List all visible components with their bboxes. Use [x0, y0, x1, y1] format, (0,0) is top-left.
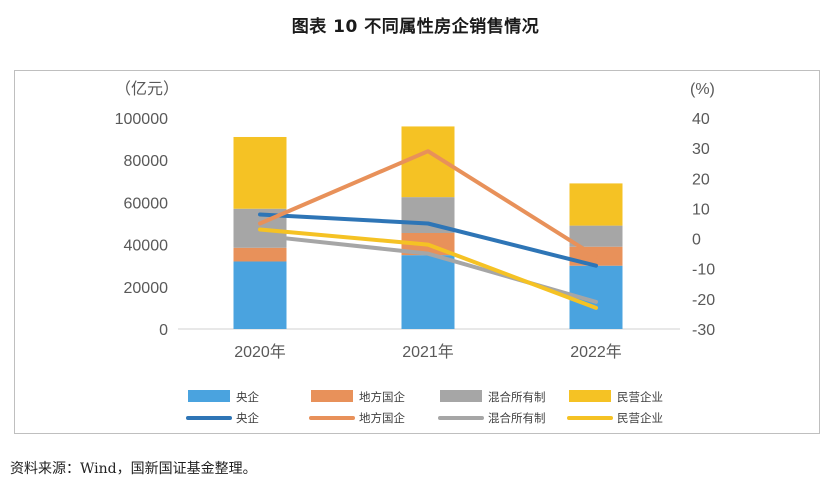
legend-bar-swatch: [569, 390, 611, 402]
x-tick-label: 2022年: [570, 343, 622, 361]
bar-segment-1: [401, 255, 455, 329]
right-tick-label: 40: [692, 111, 710, 128]
legend-bar-label: 地方国企: [359, 390, 405, 404]
left-axis-unit: （亿元）: [115, 80, 179, 98]
line-series-3: [258, 227, 598, 310]
line-series-1: [258, 149, 598, 259]
legend-bar-swatch: [188, 390, 230, 402]
bar-segment-0: [233, 247, 287, 262]
x-tick-label: 2021年: [402, 343, 454, 361]
legend-line-label: 央企: [236, 411, 259, 425]
right-tick-label: 30: [692, 141, 710, 158]
left-tick-label: 20000: [124, 280, 169, 297]
legend-bar-label: 民营企业: [617, 390, 663, 404]
bar-segment-0: [233, 261, 287, 329]
left-tick-label: 80000: [124, 153, 169, 170]
legend-line-label: 混合所有制: [488, 411, 546, 425]
legend-bar-label: 混合所有制: [488, 390, 546, 404]
left-tick-label: 0: [159, 322, 168, 339]
legend-bar-swatch: [440, 390, 482, 402]
right-tick-label: -20: [692, 292, 715, 309]
legend-line-label: 地方国企: [359, 411, 405, 425]
chart-title: 图表 10 不同属性房企销售情况: [291, 17, 540, 37]
right-axis-unit: (%): [690, 81, 715, 98]
bar-segment-2: [569, 225, 623, 247]
left-tick-label: 100000: [115, 111, 168, 128]
right-tick-label: -30: [692, 322, 715, 339]
left-tick-label: 60000: [124, 195, 169, 212]
bar-segment-0: [233, 136, 287, 209]
legend-bar-label: 央企: [236, 390, 259, 404]
right-tick-label: 0: [692, 232, 701, 249]
right-tick-label: -10: [692, 262, 715, 279]
chart-frame: [14, 70, 820, 434]
legend-bar-swatch: [311, 390, 353, 402]
bar-segment-2: [569, 183, 623, 226]
source-note: 资料来源：Wind，国新国证基金整理。: [10, 461, 257, 477]
legend-line-label: 民营企业: [617, 411, 663, 425]
left-tick-label: 40000: [124, 238, 169, 255]
right-tick-label: 10: [692, 201, 710, 218]
line-series-0: [258, 212, 598, 268]
right-tick-label: 20: [692, 171, 710, 188]
x-tick-label: 2020年: [234, 343, 286, 361]
